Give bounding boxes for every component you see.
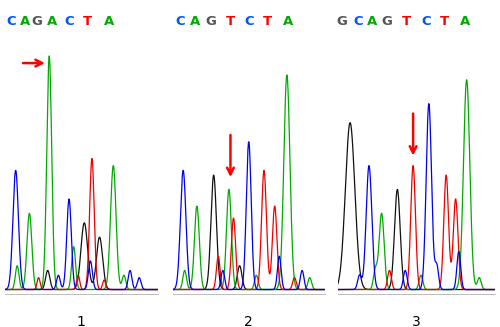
Text: C: C (176, 15, 185, 28)
Text: T: T (402, 15, 411, 28)
Text: G: G (32, 15, 42, 28)
Text: A: A (20, 15, 30, 28)
Text: C: C (421, 15, 430, 28)
Text: 3: 3 (412, 315, 420, 327)
Text: A: A (104, 15, 114, 28)
Text: C: C (6, 15, 16, 28)
Text: A: A (284, 15, 294, 28)
Text: T: T (226, 15, 235, 28)
Text: A: A (460, 15, 470, 28)
Text: T: T (262, 15, 272, 28)
Text: A: A (47, 15, 58, 28)
Text: G: G (205, 15, 216, 28)
Text: 2: 2 (244, 315, 253, 327)
Text: T: T (83, 15, 92, 28)
Text: C: C (64, 15, 74, 28)
Text: G: G (337, 15, 347, 28)
Text: A: A (367, 15, 378, 28)
Text: G: G (381, 15, 392, 28)
Text: C: C (353, 15, 363, 28)
Text: 1: 1 (77, 315, 86, 327)
Text: A: A (190, 15, 200, 28)
Text: C: C (244, 15, 254, 28)
Text: T: T (440, 15, 449, 28)
